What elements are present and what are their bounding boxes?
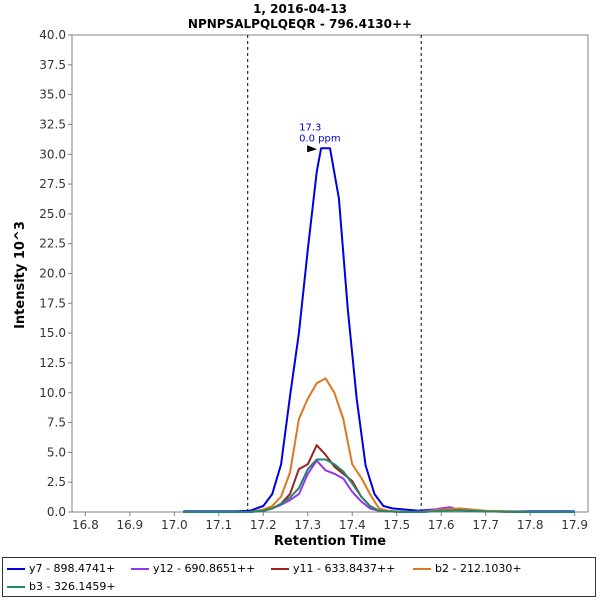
x-tick-label: 17.6 [428, 518, 455, 532]
x-tick-label: 17.8 [517, 518, 544, 532]
y-tick-label: 30.0 [39, 147, 66, 161]
y-tick-label: 37.5 [39, 58, 66, 72]
legend-item-b3: b3 - 326.1459+ [7, 580, 116, 593]
x-tick-label: 17.1 [205, 518, 232, 532]
x-tick-label: 17.9 [561, 518, 588, 532]
series-line-4 [183, 458, 575, 513]
y-axis-label: Intensity 10^3 [13, 221, 28, 329]
series-line-0 [183, 147, 575, 513]
legend-label-y7: y7 - 898.4741+ [29, 562, 116, 575]
y-tick-label: 27.5 [39, 177, 66, 191]
y-tick-label: 35.0 [39, 88, 66, 102]
x-tick-label: 17.3 [294, 518, 321, 532]
legend-swatch-b3 [7, 585, 25, 588]
y-tick-label: 7.5 [47, 416, 66, 430]
plot-area: 0.0 2.5 5.0 7.5 10.0 12.5 15.0 17.5 20.0 22.5 25.0… [39, 28, 589, 532]
y-tick-label: 5.0 [47, 445, 66, 459]
x-axis-label: Retention Time [274, 534, 386, 549]
legend-label-y12: y12 - 690.8651++ [153, 562, 256, 575]
chart-title: 1, 2016-04-13 [253, 2, 347, 16]
legend-item-y7: y7 - 898.4741+ [7, 562, 115, 575]
legend-swatch-y12 [131, 567, 149, 570]
x-tick-label: 16.8 [72, 518, 99, 532]
legend-swatch-y7 [7, 567, 25, 570]
y-tick-label: 2.5 [47, 475, 66, 489]
x-tick-label: 16.9 [116, 518, 143, 532]
plot-frame [71, 34, 589, 513]
chromatogram-chart: 1, 2016-04-13 NPNPSALPQLQEQR - 796.4130+… [13, 2, 589, 549]
y-tick-label: 22.5 [39, 237, 66, 251]
legend-item-y12: y12 - 690.8651++ [131, 562, 255, 575]
y-tick-label: 20.0 [39, 267, 66, 281]
peak-rt-label: 17.3 [299, 122, 321, 133]
peak-ppm-label: 0.0 ppm [299, 133, 341, 144]
y-tick-label: 25.0 [39, 207, 66, 221]
legend-label-y11: y11 - 633.8437++ [293, 562, 396, 575]
x-tick-label: 17.7 [472, 518, 499, 532]
chart-subtitle: NPNPSALPQLQEQR - 796.4130++ [188, 17, 412, 31]
y-tick-label: 32.5 [39, 117, 66, 131]
legend-item-b2: b2 - 212.1030+ [413, 562, 522, 575]
legend-label-b2: b2 - 212.1030+ [435, 562, 522, 575]
series-line-3 [183, 377, 575, 513]
y-tick-label: 15.0 [39, 326, 66, 340]
series-line-2 [183, 444, 575, 513]
y-tick-label: 12.5 [39, 356, 66, 370]
x-tick-label: 17.2 [250, 518, 277, 532]
legend-swatch-b2 [413, 567, 431, 570]
legend-item-y11: y11 - 633.8437++ [271, 562, 395, 575]
legend: y7 - 898.4741+ y12 - 690.8651++ y11 - 63… [2, 557, 596, 597]
x-tick-label: 17.5 [383, 518, 410, 532]
legend-swatch-y11 [271, 567, 289, 570]
y-tick-label: 0.0 [47, 505, 66, 519]
y-tick-label: 40.0 [39, 28, 66, 42]
peak-marker-icon [307, 145, 318, 153]
y-tick-label: 17.5 [39, 296, 66, 310]
x-tick-label: 17.4 [339, 518, 366, 532]
series-line-1 [183, 459, 575, 513]
x-tick-label: 17.0 [161, 518, 188, 532]
y-tick-label: 10.0 [39, 386, 66, 400]
legend-label-b3: b3 - 326.1459+ [29, 580, 116, 593]
